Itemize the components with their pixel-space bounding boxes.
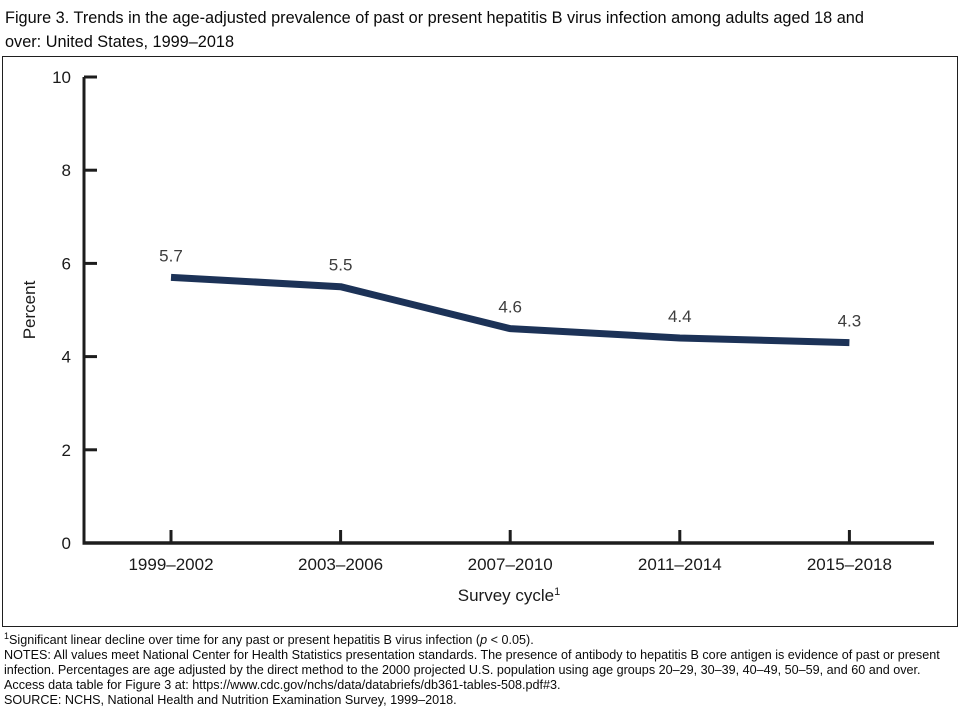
footnote-notes: NOTES: All values meet National Center f… <box>4 648 940 692</box>
y-tick-label: 10 <box>52 68 71 87</box>
x-tick-label: 2011–2014 <box>638 555 722 574</box>
figure-title: Figure 3. Trends in the age-adjusted pre… <box>5 6 864 54</box>
footnote-significance: 1Significant linear decline over time fo… <box>4 630 534 647</box>
footnote-superscript: 1 <box>4 630 10 641</box>
x-tick-label: 2007–2010 <box>468 555 553 574</box>
y-tick-label: 6 <box>62 254 71 273</box>
footnotes: 1Significant linear decline over time fo… <box>4 630 957 708</box>
data-point-label: 4.4 <box>668 307 692 326</box>
data-point-label: 5.5 <box>329 256 353 275</box>
data-point-label: 4.3 <box>838 312 862 331</box>
y-tick-label: 0 <box>62 534 71 553</box>
data-line <box>170 273 850 347</box>
x-axis-title: Survey cycle1 <box>458 586 561 605</box>
data-point-label: 4.6 <box>498 298 522 317</box>
y-axis-title: Percent <box>20 280 39 339</box>
figure-title-line-1: Figure 3. Trends in the age-adjusted pre… <box>5 9 864 27</box>
data-point-label: 5.7 <box>159 246 183 265</box>
footnote-source: SOURCE: NCHS, National Health and Nutrit… <box>4 693 457 707</box>
figure-title-line-2: over: United States, 1999–2018 <box>5 33 235 51</box>
x-tick-label: 2015–2018 <box>807 555 892 574</box>
footnote-italic-p: p <box>480 633 488 647</box>
y-tick-label: 8 <box>62 161 71 180</box>
y-tick-label: 4 <box>62 348 71 367</box>
y-tick-label: 2 <box>62 441 71 460</box>
x-tick-label: 1999–2002 <box>128 555 213 574</box>
chart-svg: 0 2 4 6 8 10 1999–2002 2003–2006 2007–2010 2011–2… <box>20 68 934 605</box>
chart-frame: 0 2 4 6 8 10 1999–2002 2003–2006 2007–2010 2011–2… <box>2 56 958 627</box>
x-tick-label: 2003–2006 <box>298 555 383 574</box>
